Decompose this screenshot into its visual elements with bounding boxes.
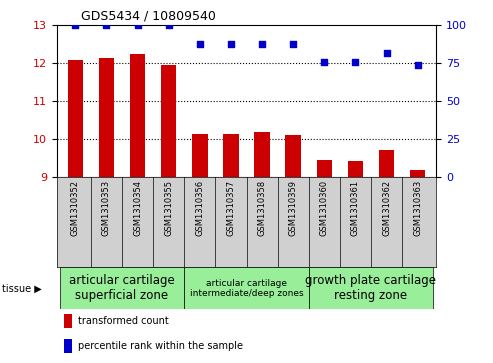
Bar	[254, 132, 270, 178]
Bar	[410, 170, 425, 178]
Text: articular cartilage
intermediate/deep zones: articular cartilage intermediate/deep zo…	[190, 279, 303, 298]
Point	[320, 59, 328, 65]
Point	[103, 23, 110, 28]
Point	[165, 23, 173, 28]
Point	[352, 59, 359, 65]
Bar	[348, 161, 363, 178]
Text: GDS5434 / 10809540: GDS5434 / 10809540	[81, 9, 216, 22]
Bar	[64, 339, 72, 353]
Bar	[64, 314, 72, 329]
Point	[383, 50, 390, 56]
Bar	[309, 268, 433, 309]
Text: GSM1310358: GSM1310358	[257, 180, 267, 236]
Text: GSM1310362: GSM1310362	[382, 180, 391, 236]
Bar	[317, 160, 332, 178]
Point	[196, 41, 204, 46]
Text: percentile rank within the sample: percentile rank within the sample	[78, 341, 243, 351]
Bar	[99, 58, 114, 178]
Bar	[192, 134, 208, 178]
Bar	[130, 54, 145, 178]
Point	[289, 41, 297, 46]
Text: GSM1310354: GSM1310354	[133, 180, 142, 236]
Bar	[223, 134, 239, 178]
Text: GSM1310353: GSM1310353	[102, 180, 111, 236]
Text: articular cartilage
superficial zone: articular cartilage superficial zone	[69, 274, 175, 302]
Text: GSM1310359: GSM1310359	[289, 180, 298, 236]
Point	[227, 41, 235, 46]
Text: GSM1310360: GSM1310360	[320, 180, 329, 236]
Bar	[60, 268, 184, 309]
Bar	[285, 135, 301, 178]
Text: GSM1310352: GSM1310352	[71, 180, 80, 236]
Text: growth plate cartilage
resting zone: growth plate cartilage resting zone	[306, 274, 436, 302]
Text: tissue ▶: tissue ▶	[2, 284, 42, 293]
Point	[414, 62, 422, 68]
Bar	[161, 65, 176, 178]
Text: GSM1310356: GSM1310356	[195, 180, 204, 236]
Text: GSM1310363: GSM1310363	[413, 180, 422, 236]
Point	[71, 23, 79, 28]
Bar	[379, 150, 394, 178]
Text: GSM1310357: GSM1310357	[226, 180, 236, 236]
Point	[134, 23, 141, 28]
Bar	[184, 268, 309, 309]
Point	[258, 41, 266, 46]
Text: transformed count: transformed count	[78, 317, 169, 326]
Text: GSM1310355: GSM1310355	[164, 180, 173, 236]
Text: GSM1310361: GSM1310361	[351, 180, 360, 236]
Bar	[68, 60, 83, 178]
